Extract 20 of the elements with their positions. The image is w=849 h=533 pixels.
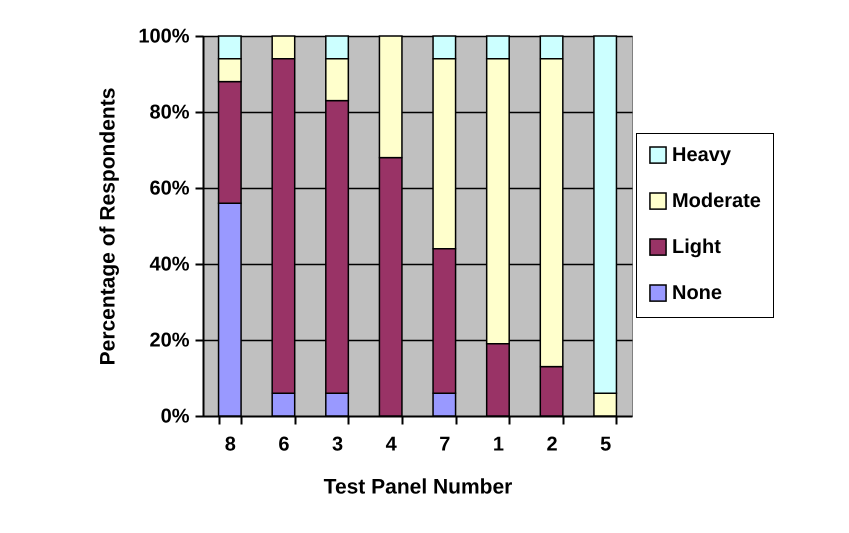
x-tick-label: 8 [224, 434, 236, 456]
y-tick-label: 80% [149, 102, 190, 124]
legend-label: Moderate [672, 190, 761, 212]
x-tick-label: 7 [439, 434, 450, 456]
y-tick-label: 20% [149, 330, 190, 352]
legend-label: None [672, 282, 722, 304]
y-tick-label: 60% [149, 178, 190, 200]
x-tick-label: 2 [546, 434, 558, 456]
y-tick-label: 40% [149, 254, 190, 276]
x-tick-label: 6 [278, 434, 290, 456]
x-tick-label: 3 [332, 434, 344, 456]
x-tick-label: 5 [600, 434, 612, 456]
x-tick-label: 4 [386, 434, 398, 456]
y-axis-title: Percentage of Respondents [96, 88, 120, 366]
x-tick-label: 1 [492, 434, 504, 456]
y-tick-label: 0% [160, 406, 190, 428]
legend-label: Heavy [672, 144, 732, 166]
x-axis-title: Test Panel Number [324, 476, 512, 498]
y-tick-label: 100% [138, 26, 190, 48]
legend-label: Light [672, 236, 722, 258]
